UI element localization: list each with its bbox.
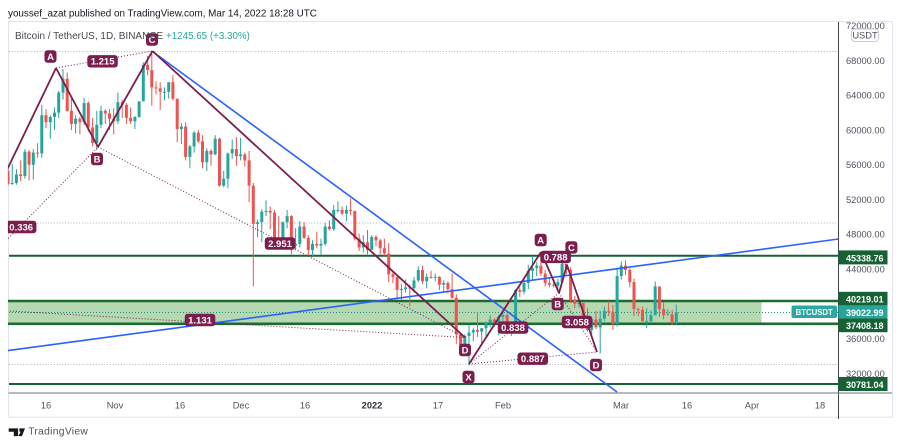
svg-text:1.131: 1.131 <box>188 315 212 326</box>
svg-text:18: 18 <box>815 400 825 410</box>
svg-text:D: D <box>593 360 600 371</box>
svg-text:Dec: Dec <box>233 400 250 410</box>
svg-text:C: C <box>149 35 156 46</box>
svg-text:36000.00: 36000.00 <box>846 334 885 344</box>
svg-text:A: A <box>537 235 544 246</box>
svg-text:32000.00: 32000.00 <box>846 369 885 379</box>
svg-text:45338.76: 45338.76 <box>846 253 884 263</box>
svg-text:0.838: 0.838 <box>501 323 525 334</box>
svg-text:USDT: USDT <box>852 31 878 41</box>
svg-text:48000.00: 48000.00 <box>846 230 885 240</box>
svg-text:youssef_azat published on Trad: youssef_azat published on TradingView.co… <box>8 9 317 20</box>
svg-text:X: X <box>465 372 472 383</box>
svg-text:Apr: Apr <box>745 400 759 410</box>
svg-text:Bitcoin / TetherUS, 1D, BINANC: Bitcoin / TetherUS, 1D, BINANCE <box>15 31 164 42</box>
svg-text:A: A <box>47 52 54 63</box>
svg-text:Feb: Feb <box>495 400 511 410</box>
svg-text:56000.00: 56000.00 <box>846 160 885 170</box>
svg-text:Mar: Mar <box>613 400 629 410</box>
svg-text:3.058: 3.058 <box>565 317 589 328</box>
svg-text:60000.00: 60000.00 <box>846 125 885 135</box>
svg-text:16: 16 <box>300 400 310 410</box>
svg-text:TradingView: TradingView <box>28 427 88 438</box>
svg-text:0.788: 0.788 <box>544 252 568 263</box>
svg-text:Nov: Nov <box>107 400 124 410</box>
svg-text:72000.00: 72000.00 <box>846 21 885 31</box>
svg-text:2.951: 2.951 <box>268 239 292 250</box>
svg-text:37408.18: 37408.18 <box>846 321 884 331</box>
svg-text:D: D <box>462 345 469 356</box>
svg-text:1.215: 1.215 <box>91 57 115 68</box>
svg-text:BTCUSDT: BTCUSDT <box>796 308 833 317</box>
svg-text:+1245.65 (+3.30%): +1245.65 (+3.30%) <box>166 31 250 42</box>
svg-text:17: 17 <box>433 400 443 410</box>
svg-text:B: B <box>94 154 101 165</box>
svg-text:44000.00: 44000.00 <box>846 265 885 275</box>
svg-text:16: 16 <box>41 400 51 410</box>
svg-text:C: C <box>568 243 575 254</box>
svg-text:40219.01: 40219.01 <box>846 295 884 305</box>
svg-text:64000.00: 64000.00 <box>846 91 885 101</box>
svg-text:30781.04: 30781.04 <box>846 380 884 390</box>
svg-text:52000.00: 52000.00 <box>846 195 885 205</box>
svg-text:68000.00: 68000.00 <box>846 56 885 66</box>
svg-text:B: B <box>554 299 561 310</box>
svg-text:39022.99: 39022.99 <box>846 308 884 318</box>
svg-text:0.336: 0.336 <box>9 222 33 233</box>
svg-text:2022: 2022 <box>362 400 383 410</box>
svg-text:16: 16 <box>682 400 692 410</box>
svg-text:16: 16 <box>175 400 185 410</box>
svg-text:0.887: 0.887 <box>521 354 545 365</box>
